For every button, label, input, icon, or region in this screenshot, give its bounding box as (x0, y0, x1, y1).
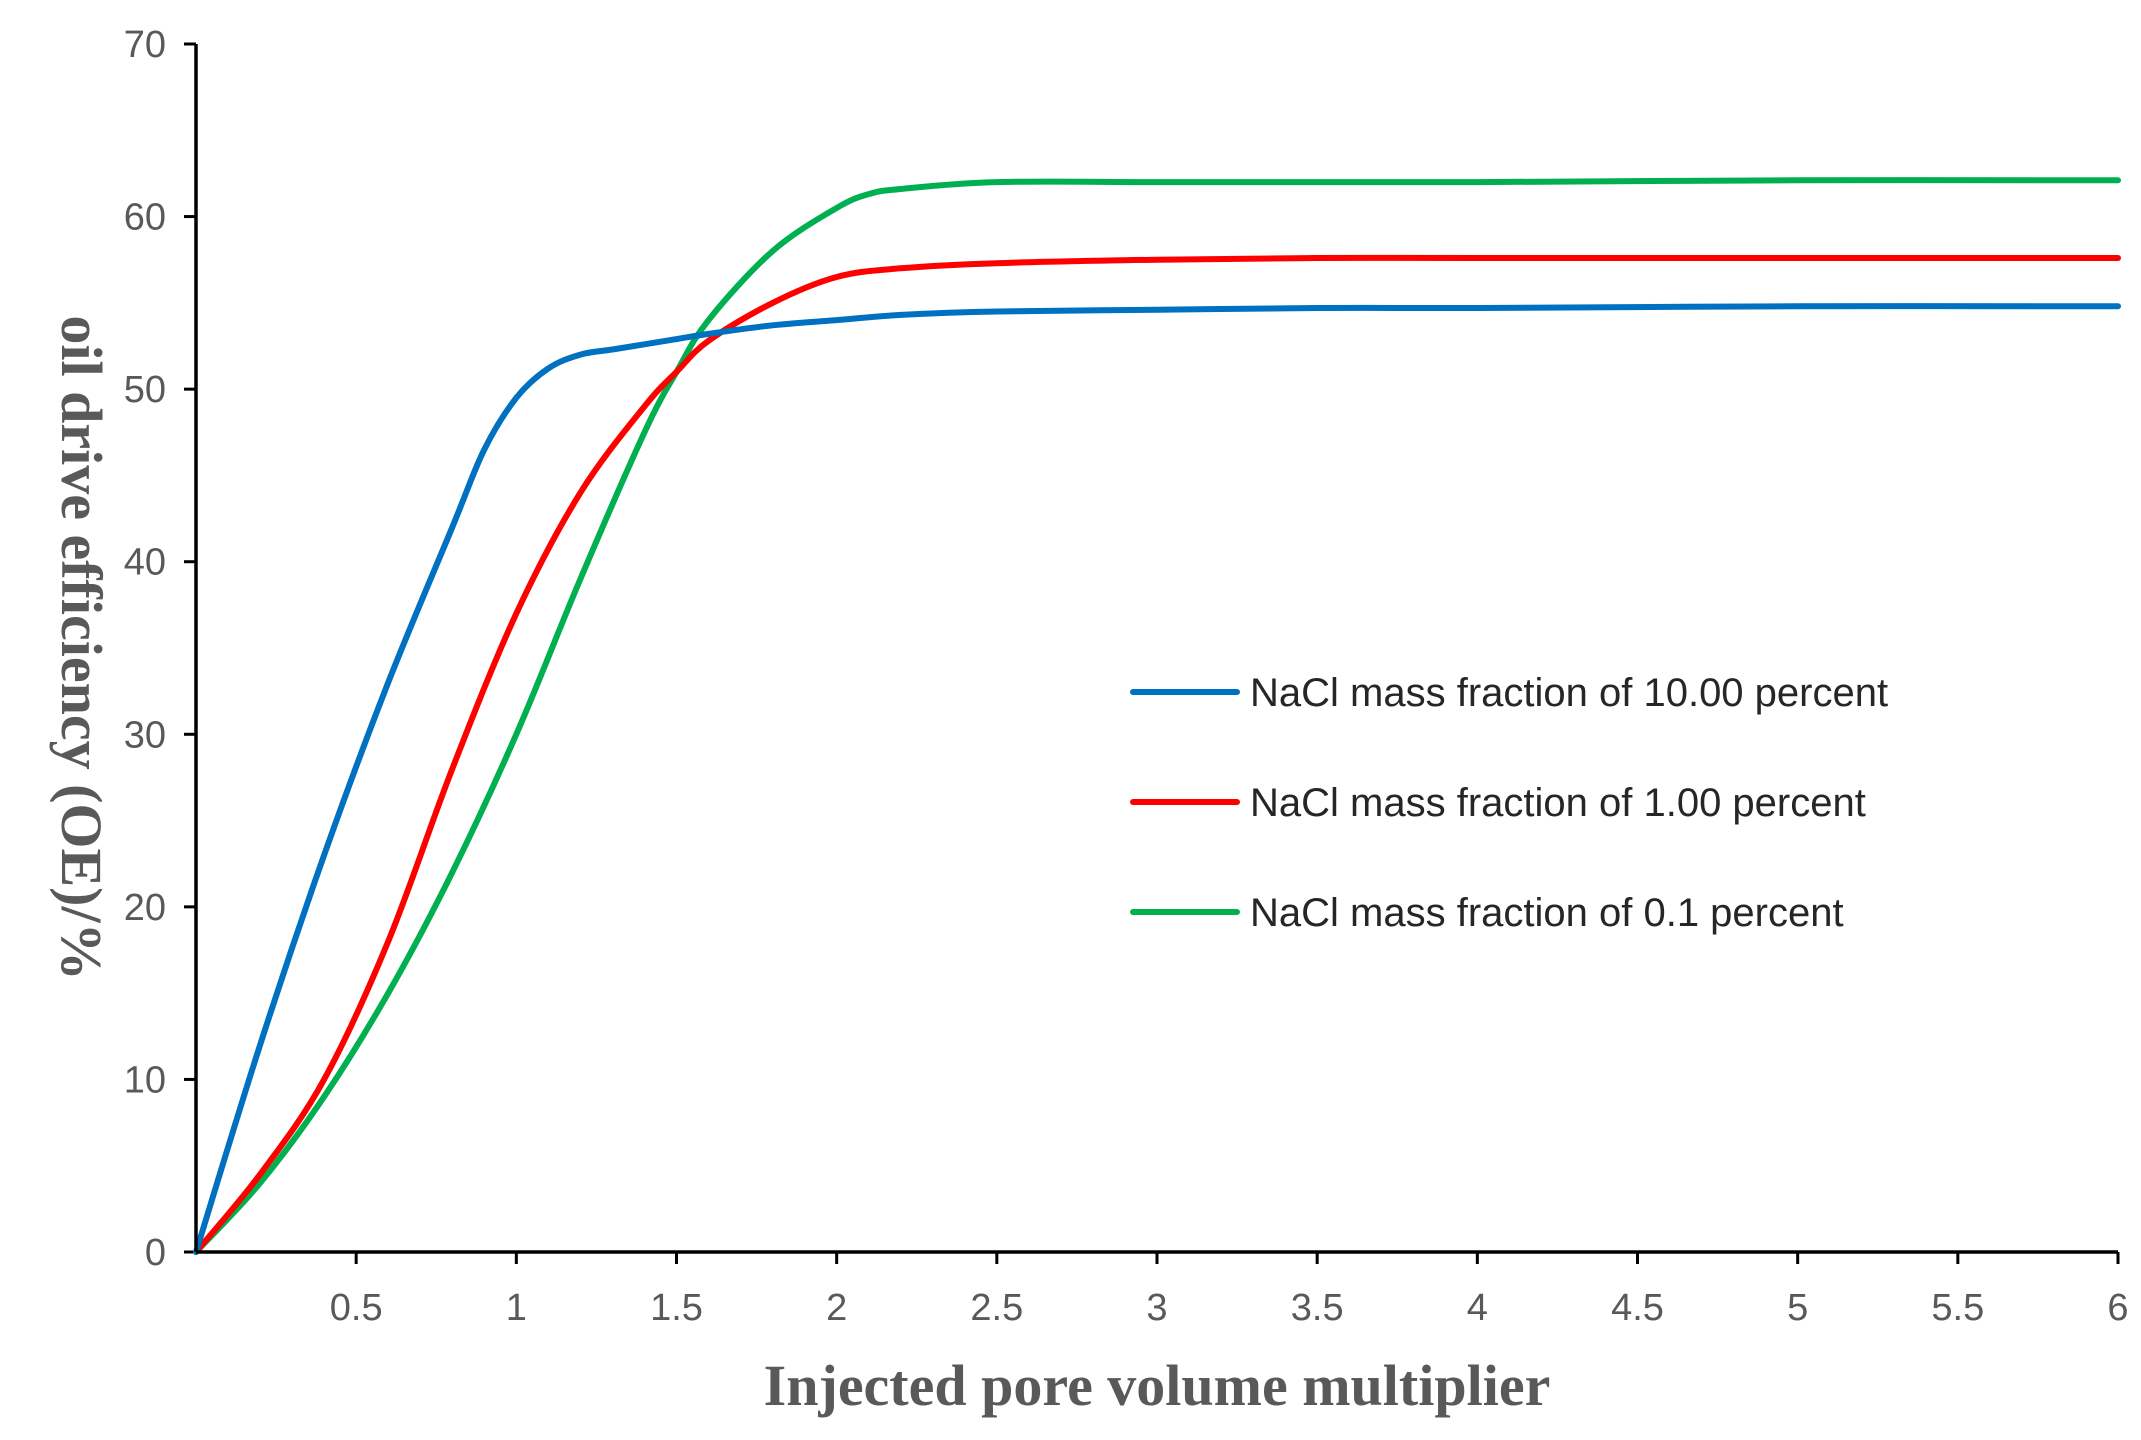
series-line-nacl-1-percent (193, 254, 2121, 1255)
x-tick-label: 3.5 (1291, 1287, 1344, 1329)
x-tick-label: 4 (1467, 1287, 1488, 1329)
y-tick-label: 40 (124, 542, 166, 584)
x-tick-label: 5 (1787, 1287, 1808, 1329)
series-lines (193, 177, 2121, 1255)
x-axis-ticks: 0.5 1 1.5 2 2.5 3 3.5 4 4.5 5 5.5 6 (330, 1252, 2129, 1329)
y-tick-label: 60 (124, 197, 166, 239)
x-tick-label: 0.5 (330, 1287, 383, 1329)
x-tick-label: 1 (506, 1287, 527, 1329)
y-tick-label: 50 (124, 369, 166, 411)
legend: NaCl mass fraction of 10.00 percent NaCl … (1130, 671, 1888, 935)
series-line-nacl-10-percent (193, 303, 2121, 1255)
y-axis-ticks: 0 10 20 30 40 50 60 70 (124, 24, 196, 1274)
x-tick-label: 4.5 (1611, 1287, 1664, 1329)
y-tick-label: 70 (124, 24, 166, 66)
y-tick-label: 30 (124, 714, 166, 756)
legend-label-nacl-1-percent: NaCl mass fraction of 1.00 percent (1250, 781, 1866, 825)
x-tick-label: 3 (1146, 1287, 1167, 1329)
x-tick-label: 6 (2107, 1287, 2128, 1329)
x-axis-title: Injected pore volume multiplier (764, 1353, 1551, 1418)
x-tick-label: 1.5 (650, 1287, 703, 1329)
x-tick-label: 2 (826, 1287, 847, 1329)
legend-label-nacl-0-1-percent: NaCl mass fraction of 0.1 percent (1250, 891, 1844, 935)
y-tick-label: 10 (124, 1059, 166, 1101)
y-axis-title: oil drive efficiency (OE)/% (49, 315, 114, 980)
y-tick-label: 20 (124, 887, 166, 929)
x-tick-label: 5.5 (1931, 1287, 1984, 1329)
series-line-nacl-0-1-percent (193, 177, 2121, 1255)
x-tick-label: 2.5 (970, 1287, 1023, 1329)
legend-label-nacl-10-percent: NaCl mass fraction of 10.00 percent (1250, 671, 1888, 715)
y-tick-label: 0 (145, 1232, 166, 1274)
